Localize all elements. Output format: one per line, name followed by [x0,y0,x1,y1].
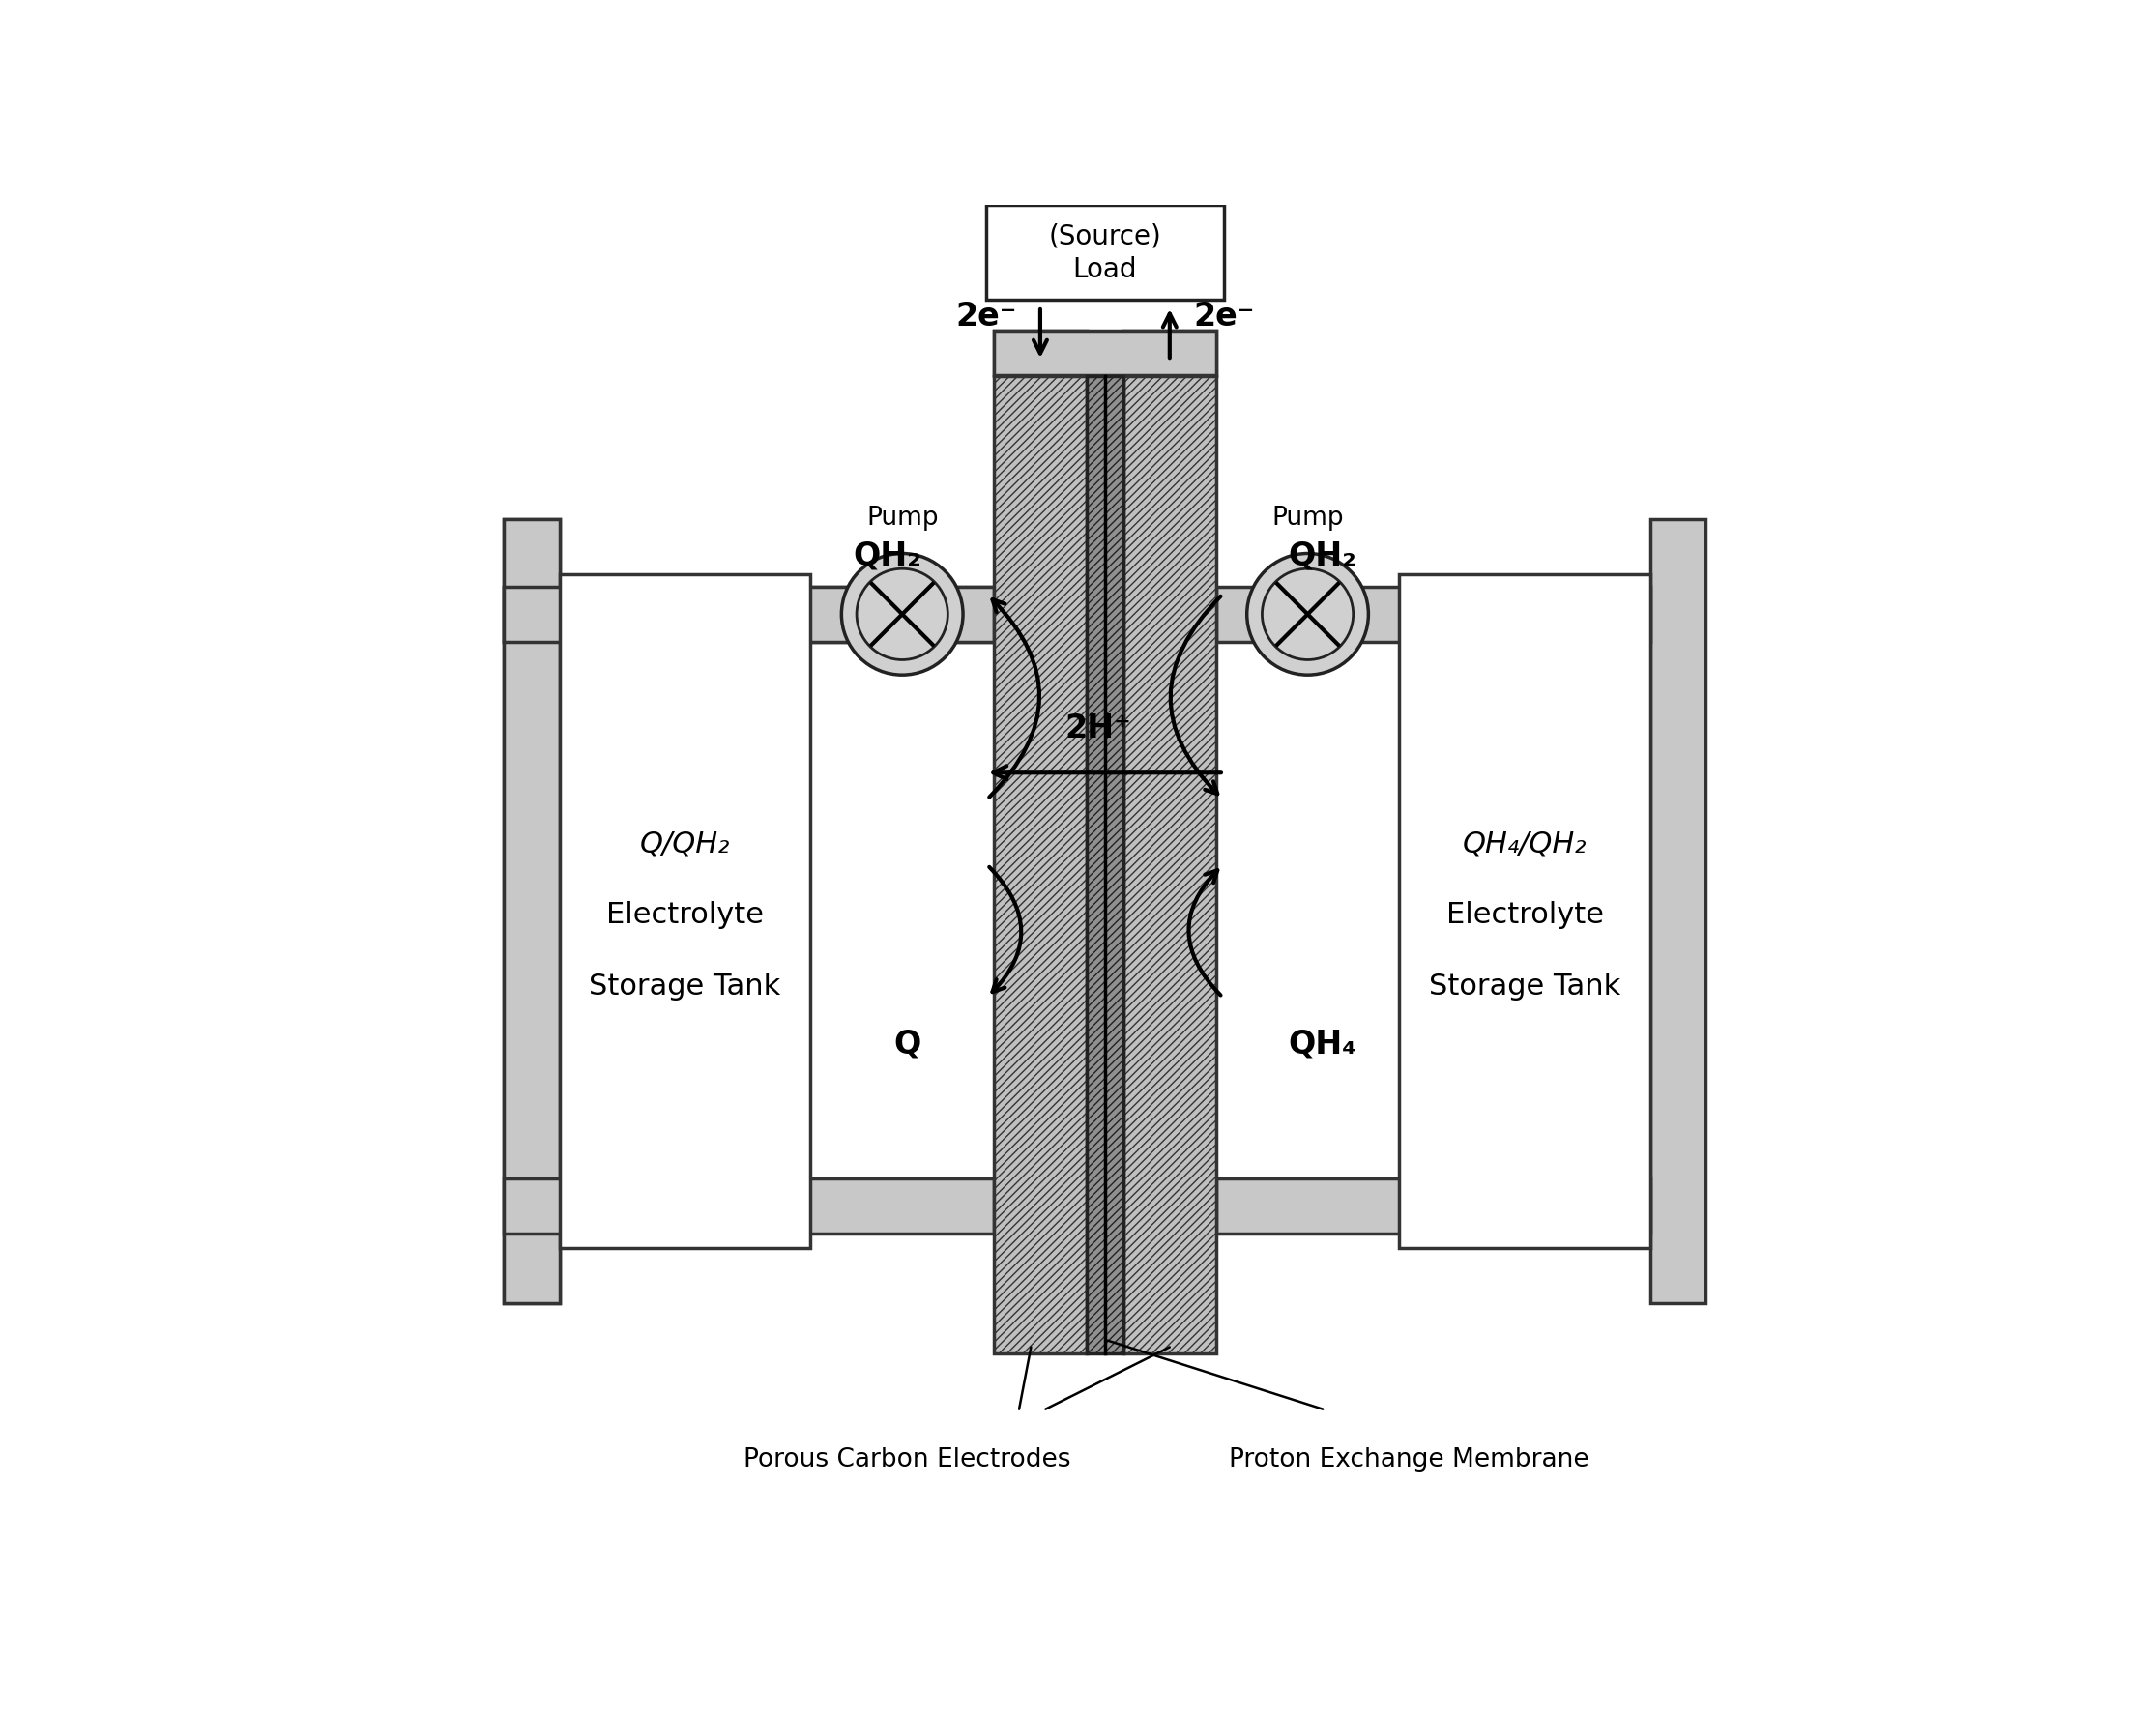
Bar [1399,576,1649,1248]
Circle shape [841,554,964,675]
Text: 2e⁻: 2e⁻ [955,300,1015,333]
Text: Porous Carbon Electrodes: Porous Carbon Electrodes [744,1447,1072,1471]
Text: Electrolyte: Electrolyte [1447,900,1604,929]
Bar [994,331,1087,377]
Text: Pump: Pump [867,506,938,530]
Text: QH₂: QH₂ [1289,540,1356,571]
Bar [1123,331,1216,377]
Text: 2e⁻: 2e⁻ [1194,300,1255,333]
Bar [994,331,1216,375]
Bar [1216,588,1649,643]
Text: (Source)
Load: (Source) Load [1048,223,1162,283]
FancyArrowPatch shape [990,867,1022,992]
Bar [1123,377,1216,1354]
Text: Electrolyte: Electrolyte [606,900,763,929]
Text: QH₂: QH₂ [854,540,921,571]
FancyArrowPatch shape [990,600,1039,797]
Text: Storage Tank: Storage Tank [1429,972,1621,999]
Bar [1216,1178,1649,1234]
FancyBboxPatch shape [985,206,1225,300]
Text: Q/QH₂: Q/QH₂ [640,830,731,857]
Bar [505,1178,994,1234]
Text: Pump: Pump [1272,506,1343,530]
Text: 2H⁺: 2H⁺ [1065,713,1132,744]
Text: QH₄/QH₂: QH₄/QH₂ [1462,830,1587,857]
Bar [1087,377,1123,1354]
Bar [505,519,561,1304]
Bar [1649,519,1705,1304]
Circle shape [1246,554,1369,675]
FancyArrowPatch shape [1171,596,1220,795]
Text: QH₄: QH₄ [1289,1028,1356,1059]
Text: Storage Tank: Storage Tank [589,972,780,999]
FancyArrowPatch shape [1188,871,1220,996]
Bar [561,576,811,1248]
Bar [505,519,561,1304]
Text: Q: Q [895,1028,921,1059]
Bar [994,377,1087,1354]
Bar [505,588,994,643]
Text: Proton Exchange Membrane: Proton Exchange Membrane [1229,1447,1589,1471]
Bar [505,588,994,643]
